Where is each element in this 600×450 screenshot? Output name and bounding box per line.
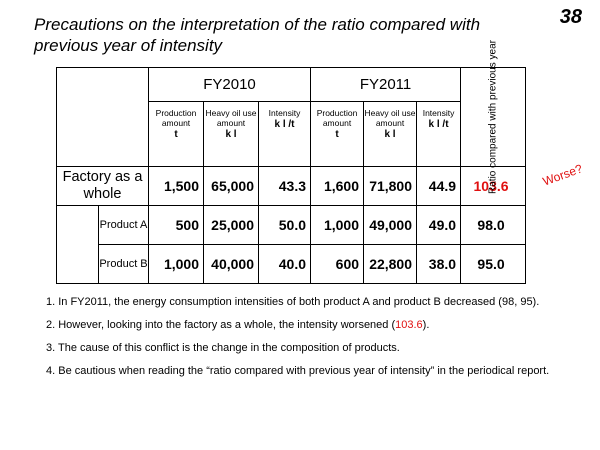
note-1: 1. In FY2011, the energy consumption int…: [46, 296, 540, 308]
notes-list: 1. In FY2011, the energy consumption int…: [46, 295, 566, 387]
indent-cell: [56, 205, 99, 245]
ratio-header: Ratio compared with previous year: [460, 40, 527, 194]
fy2010-header: FY2010: [147, 67, 312, 102]
production-2011: 1,600: [310, 166, 365, 206]
production-2010: 1,500: [148, 166, 204, 206]
ratio-value: 95.0: [460, 244, 527, 284]
row-label: Product B: [98, 244, 149, 284]
intensity-2011-header: Intensity k l /t: [416, 101, 462, 167]
intensity-2011: 38.0: [416, 244, 462, 284]
worse-annotation: Worse?: [540, 161, 585, 189]
production-2011: 1,000: [310, 205, 365, 245]
intensity-2010: 50.0: [257, 205, 312, 245]
table-row: Product B 1,000 40,000 40.0 600 22,800 3…: [56, 244, 527, 284]
production-2010: 500: [148, 205, 204, 245]
table-row: Factory as a whole 1,500 65,000 43.3 1,6…: [56, 166, 527, 206]
intensity-2011: 44.9: [416, 166, 462, 206]
indent-cell: [56, 244, 99, 284]
slide-title: Precautions on the interpretation of the…: [34, 15, 481, 55]
heavy-oil-2011: 22,800: [363, 244, 418, 284]
heavy-oil-2010-header: Heavy oil use amount k l: [203, 101, 259, 167]
heavy-oil-2010: 40,000: [203, 244, 259, 284]
intensity-table: FY2010 FY2011 Ratio compared with previo…: [56, 40, 527, 284]
note-4: 4. Be cautious when reading the “ratio c…: [46, 365, 550, 377]
intensity-2010: 40.0: [257, 244, 312, 284]
heavy-oil-2010: 25,000: [203, 205, 259, 245]
heavy-oil-2011: 49,000: [363, 205, 418, 245]
intensity-2011: 49.0: [416, 205, 462, 245]
ratio-value: 103.6: [460, 166, 527, 206]
note-3: 3. The cause of this conflict is the cha…: [46, 342, 400, 354]
production-2011-header: Production amount t: [310, 101, 365, 167]
intensity-2010-header: Intensity k l /t: [257, 101, 312, 167]
heavy-oil-2010: 65,000: [203, 166, 259, 206]
intensity-2010: 43.3: [257, 166, 312, 206]
production-2011: 600: [310, 244, 365, 284]
ratio-header-text: Ratio compared with previous year: [487, 40, 499, 194]
production-2010: 1,000: [148, 244, 204, 284]
ratio-value: 98.0: [460, 205, 527, 245]
production-2010-header: Production amount t: [148, 101, 204, 167]
row-label: Product A: [98, 205, 149, 245]
slide-number: 38: [559, 6, 582, 28]
heavy-oil-2011: 71,800: [363, 166, 418, 206]
table-row: Product A 500 25,000 50.0 1,000 49,000 4…: [56, 205, 527, 245]
heavy-oil-2011-header: Heavy oil use amount k l: [363, 101, 418, 167]
fy2011-header: FY2011: [310, 67, 462, 102]
empty-corner: [56, 67, 149, 167]
note-2: 2. However, looking into the factory as …: [46, 319, 430, 331]
row-label: Factory as a whole: [56, 166, 149, 206]
